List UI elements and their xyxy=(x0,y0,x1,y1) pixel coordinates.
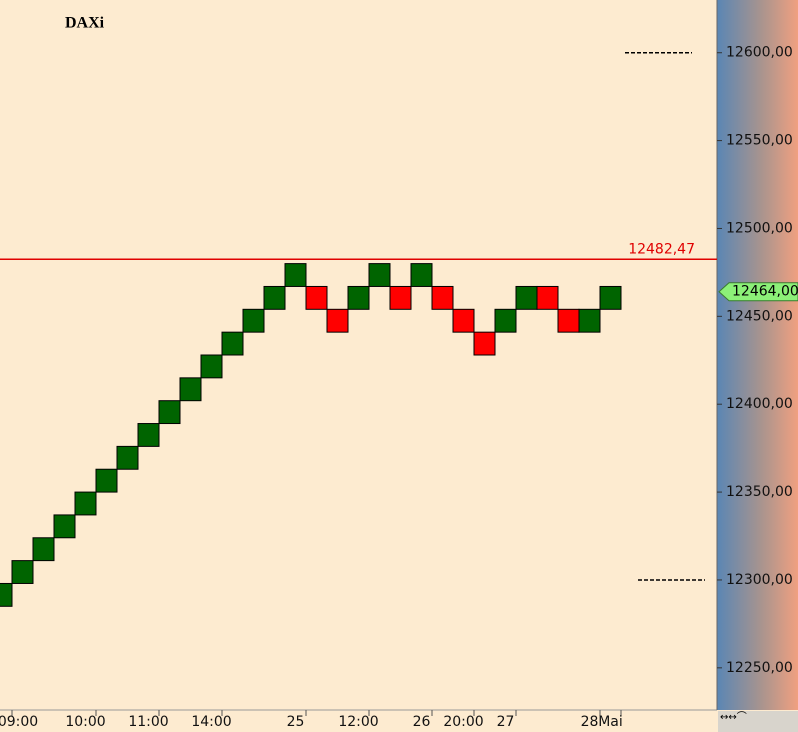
renko-brick xyxy=(11,560,34,584)
renko-brick xyxy=(74,491,97,516)
renko-brick xyxy=(221,331,244,356)
toolbar-icons[interactable]: ↔↔⌒ xyxy=(720,711,747,723)
renko-brick xyxy=(305,285,328,310)
x-tick-label: 27 xyxy=(497,714,515,730)
renko-brick xyxy=(368,263,391,287)
y-tick-label: 12250,00 xyxy=(726,660,793,676)
x-tick-label: 09:00 xyxy=(0,714,38,730)
renko-brick xyxy=(347,285,370,310)
y-tick-label: 12450,00 xyxy=(726,308,793,324)
chart-title: DAXi xyxy=(65,15,105,32)
renko-brick xyxy=(95,468,118,493)
renko-brick xyxy=(515,285,538,310)
y-tick-label: 12350,00 xyxy=(726,484,793,500)
renko-brick xyxy=(242,308,265,333)
renko-brick xyxy=(0,582,13,607)
renko-brick xyxy=(179,377,202,402)
y-tick-label: 12500,00 xyxy=(726,220,793,236)
renko-brick xyxy=(200,354,223,379)
renko-brick xyxy=(431,285,454,310)
x-tick-label: 28 xyxy=(581,714,599,730)
reference-label: 12482,47 xyxy=(628,241,695,257)
renko-brick xyxy=(536,285,559,310)
axis-panel xyxy=(717,0,798,710)
renko-brick xyxy=(284,263,307,287)
x-tick-label: 12:00 xyxy=(338,714,378,730)
renko-brick xyxy=(578,308,601,333)
renko-brick xyxy=(599,285,622,310)
y-tick-label: 12300,00 xyxy=(726,572,793,588)
renko-brick xyxy=(473,331,496,356)
x-tick-label: 20:00 xyxy=(443,714,483,730)
y-tick-label: 12550,00 xyxy=(726,133,793,149)
renko-brick xyxy=(494,308,517,333)
x-tick-label: 25 xyxy=(287,714,305,730)
renko-brick xyxy=(137,423,160,447)
last-price-label: 12464,00 xyxy=(732,284,798,300)
renko-brick xyxy=(158,400,181,425)
x-tick-label: 14:00 xyxy=(191,714,231,730)
renko-brick xyxy=(326,308,349,333)
renko-brick xyxy=(389,285,412,310)
x-tick-label: 10:00 xyxy=(65,714,105,730)
plot-background xyxy=(0,0,717,710)
renko-brick xyxy=(557,308,580,333)
x-tick-label: 26 xyxy=(413,714,431,730)
x-tick-label: Mai xyxy=(598,714,623,730)
x-tick-label: 11:00 xyxy=(128,714,168,730)
last-price-marker xyxy=(718,282,798,302)
renko-brick xyxy=(53,514,76,539)
renko-brick xyxy=(452,308,475,333)
y-tick-label: 12600,00 xyxy=(726,45,793,61)
y-tick-label: 12400,00 xyxy=(726,396,793,412)
renko-brick xyxy=(410,263,433,287)
toolbar xyxy=(718,711,798,732)
x-axis-panel xyxy=(0,710,798,732)
renko-brick xyxy=(116,445,139,470)
renko-brick xyxy=(263,285,286,310)
renko-brick xyxy=(32,537,55,562)
